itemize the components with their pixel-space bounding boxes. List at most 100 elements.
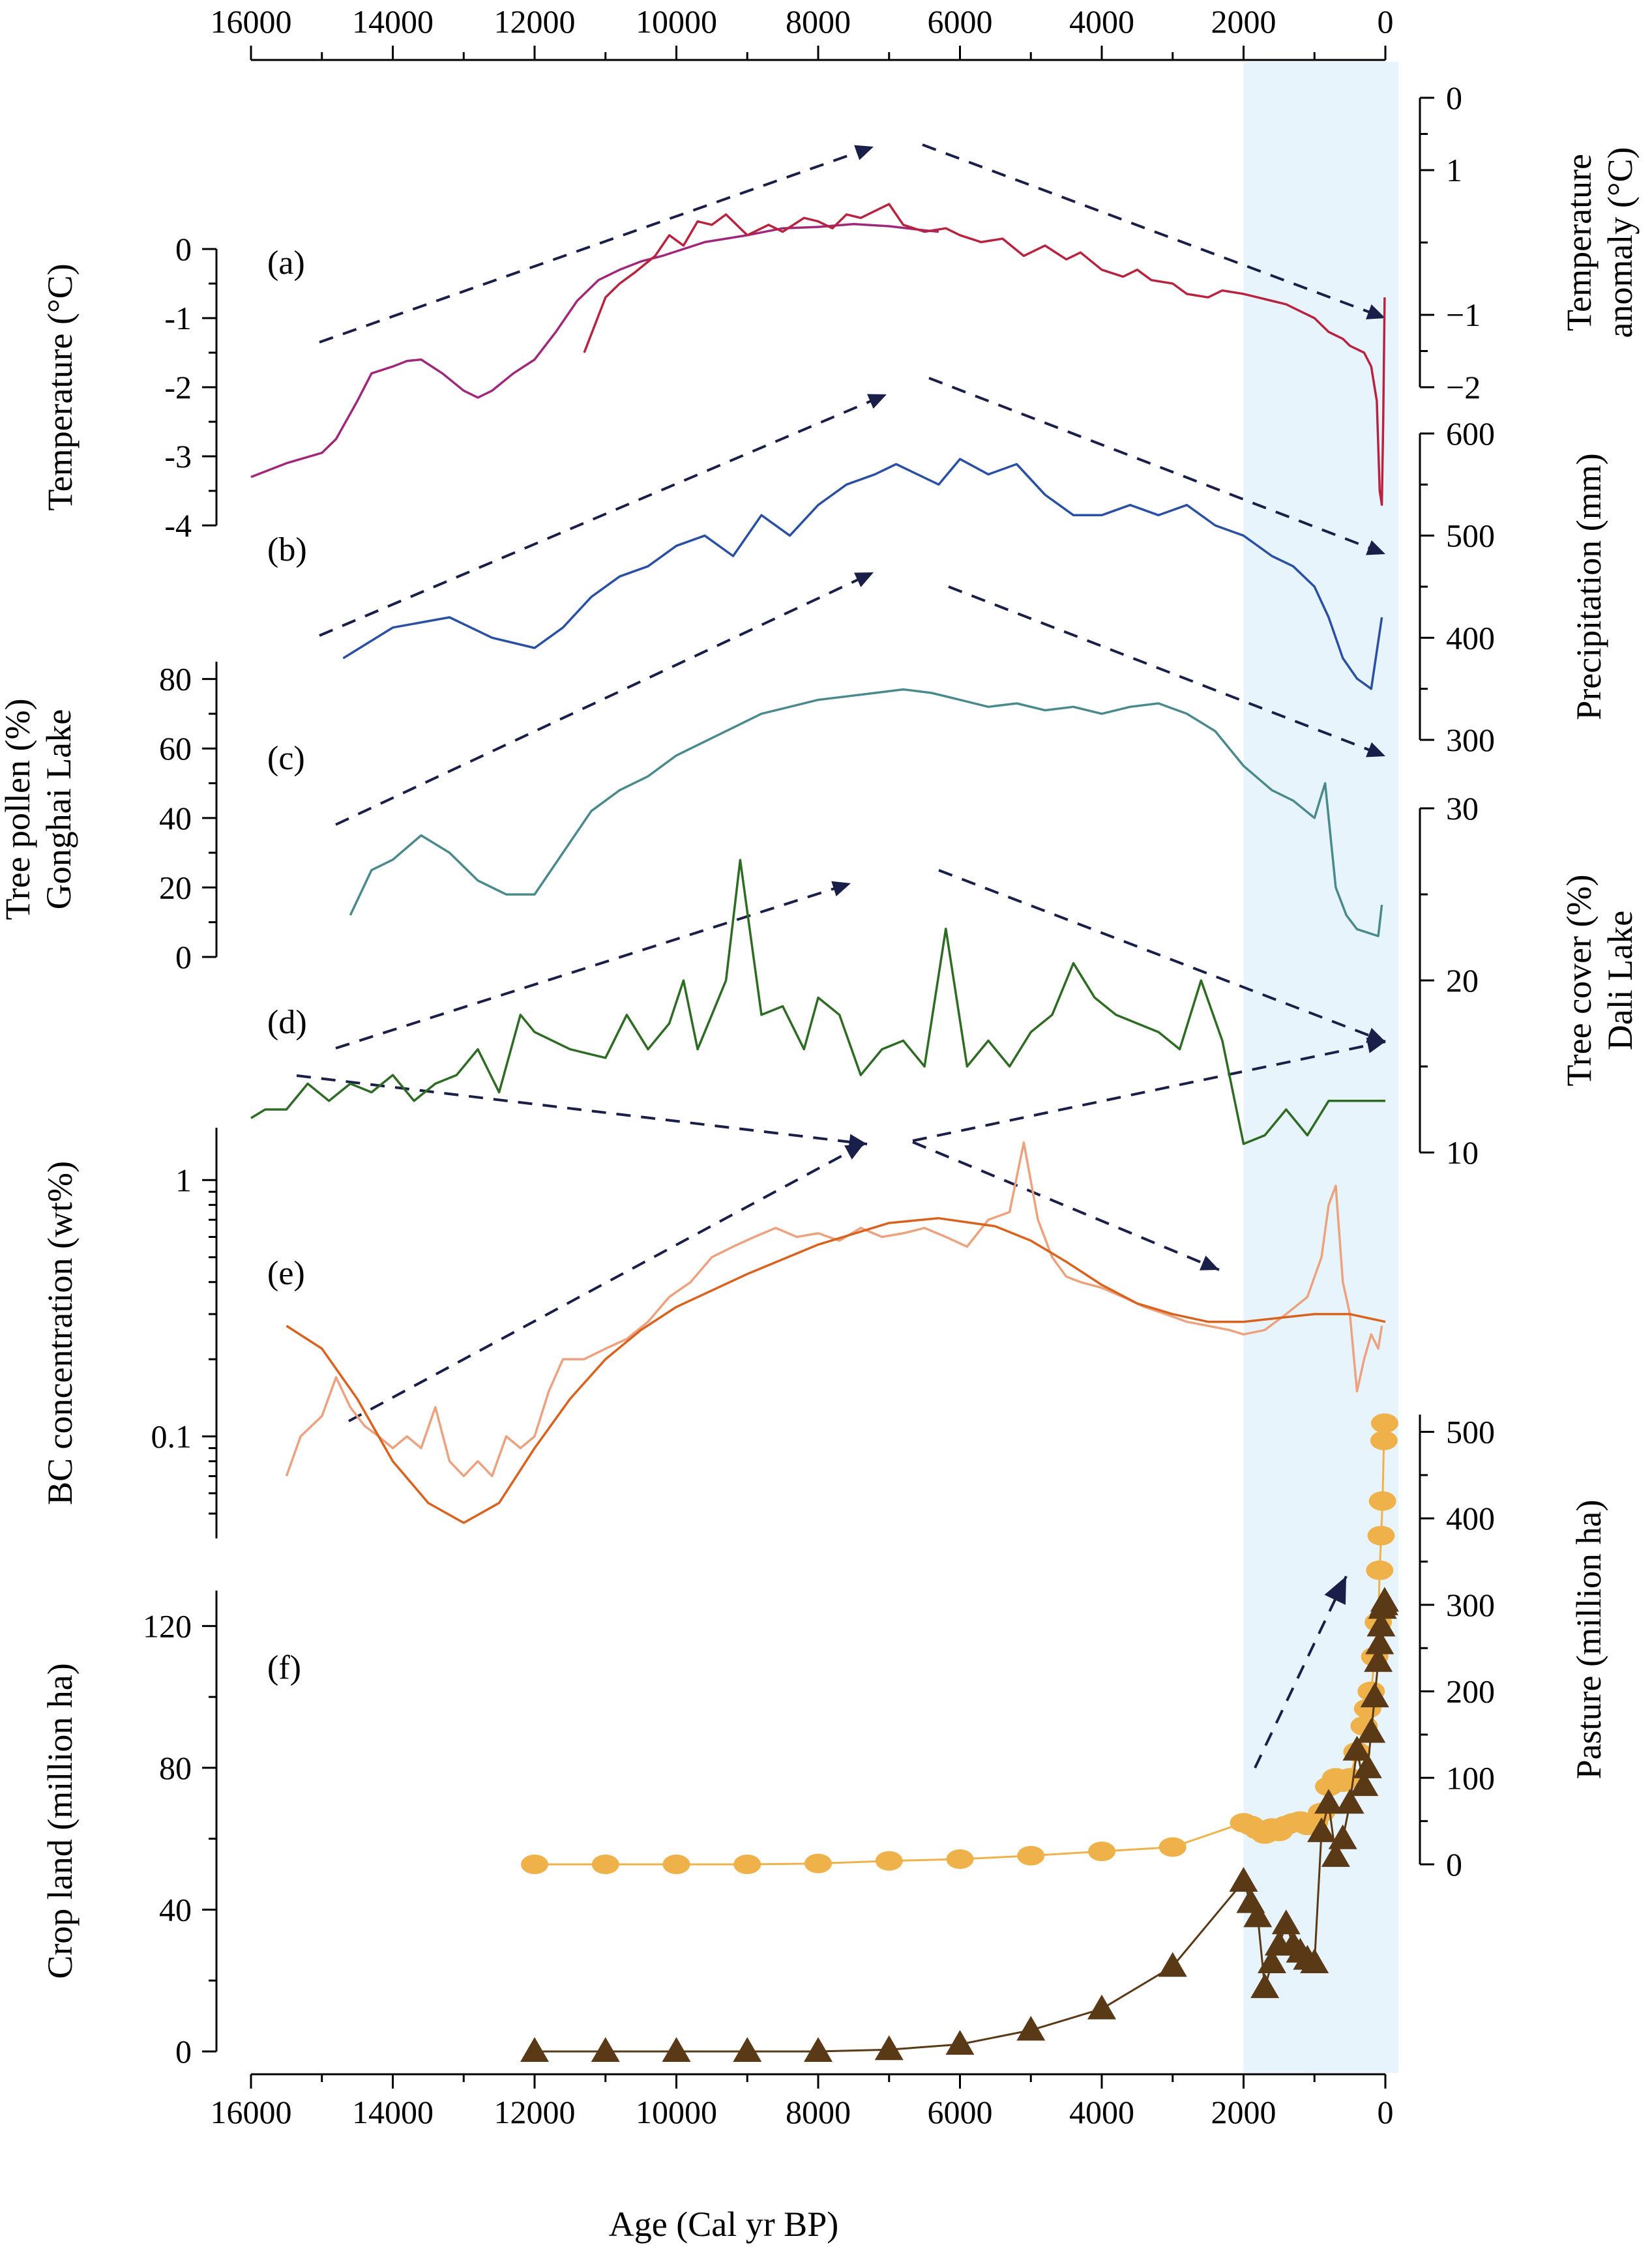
trend-arrowhead <box>844 1144 864 1160</box>
trend-line <box>335 882 851 1050</box>
panel-a-right-axis-title-line2: anomaly (°C) <box>1600 147 1640 338</box>
panel-e-left-tick-label: 0.1 <box>151 1418 192 1455</box>
pasture-point <box>1370 1430 1398 1450</box>
pasture-point <box>591 1855 619 1874</box>
panel-c-left-axis-title-line2: Gonghai Lake <box>39 709 78 909</box>
panel-c-left-axis-title-line1: Tree pollen (%) <box>0 699 37 920</box>
panel-f-left-tick-label: 0 <box>175 2033 192 2070</box>
panel-f-right-tick-label: 0 <box>1446 1846 1462 1883</box>
panel-b-series-0-line <box>342 458 1383 690</box>
top-x-tick-label: 12000 <box>494 3 576 40</box>
cropland-point <box>1087 1994 1116 2019</box>
panel-b-right-tick-label: 500 <box>1446 518 1495 554</box>
top-x-tick-label: 14000 <box>352 3 434 40</box>
trend-line <box>912 1141 1220 1271</box>
panel-b-right-axis-title: Precipitation (mm) <box>1569 453 1608 720</box>
trend-arrow <box>928 377 1386 555</box>
trend-line <box>928 377 1386 555</box>
panel-e-series-0-line <box>285 1141 1383 1478</box>
cropland-point <box>1158 1952 1187 1977</box>
top-x-tick-label: 16000 <box>211 3 292 40</box>
cropland-point <box>804 2037 833 2062</box>
panel-c-left-tick-label: 0 <box>175 939 192 975</box>
trend-arrowhead <box>854 145 874 160</box>
panel-f-right-tick-label: 300 <box>1446 1587 1495 1623</box>
panel-d-right-tick-label: 20 <box>1446 962 1479 999</box>
panel-c-left-tick-label: 40 <box>159 800 192 836</box>
panel-c-series-0-line <box>349 688 1383 937</box>
trend-line <box>296 1074 868 1145</box>
top-x-tick-label: 8000 <box>786 3 851 40</box>
cropland-point <box>945 2030 975 2055</box>
panel-b-right-tick-label: 300 <box>1446 722 1495 758</box>
panel-a-right-tick-label: 0 <box>1446 80 1462 116</box>
top-x-tick-label: 6000 <box>928 3 993 40</box>
panel-c-label: (c) <box>267 740 305 777</box>
trend-arrowhead <box>1366 304 1385 319</box>
cropland-point <box>1364 1647 1393 1672</box>
cropland-point <box>874 2035 904 2061</box>
cropland-point <box>1335 1789 1364 1814</box>
panel-f-left-tick-label: 120 <box>143 1608 192 1644</box>
panel-c-left-tick-label: 80 <box>159 661 192 698</box>
bottom-x-tick-label: 4000 <box>1069 2094 1134 2130</box>
cropland-point <box>1342 1735 1372 1761</box>
cropland-point <box>1258 1948 1286 1974</box>
panel-a-right-axis-title-line1: Temperature <box>1559 154 1599 331</box>
panel-b-right-tick-label: 600 <box>1446 415 1495 452</box>
panel-d-right-axis-title-line1: Tree cover (%) <box>1559 875 1599 1087</box>
trend-line <box>1254 1576 1348 1769</box>
bottom-x-tick-label: 0 <box>1378 2094 1394 2130</box>
pasture-point <box>521 1855 548 1874</box>
panel-a-left-tick-label: -4 <box>164 507 192 544</box>
cropland-point <box>1307 1817 1336 1842</box>
trend-arrowhead <box>1200 1256 1219 1270</box>
panel-e-label: (e) <box>267 1255 305 1292</box>
bottom-x-tick-label: 10000 <box>636 2094 717 2130</box>
cropland-point <box>591 2037 620 2062</box>
trend-arrow <box>335 881 851 1050</box>
bottom-x-tick-label: 8000 <box>786 2094 851 2130</box>
cropland-point <box>1370 1587 1399 1612</box>
panel-e-left-axis-title: BC concentration (wt%) <box>40 1161 80 1505</box>
pasture-point <box>1158 1837 1187 1857</box>
trend-arrow <box>319 393 887 637</box>
trend-arrowhead <box>1366 1037 1385 1053</box>
trend-line <box>912 1040 1386 1142</box>
pasture-point <box>1366 1560 1394 1580</box>
trend-arrow <box>922 143 1386 319</box>
panel-f-left-tick-label: 40 <box>159 1891 192 1928</box>
trend-arrow <box>948 585 1386 757</box>
panel-a-left-tick-label: -1 <box>164 300 192 336</box>
top-x-tick-label: 4000 <box>1069 3 1134 40</box>
pasture-point <box>662 1855 690 1874</box>
pasture-point <box>1017 1845 1045 1866</box>
cropland-point <box>662 2037 691 2062</box>
panel-c-left-tick-label: 60 <box>159 730 192 767</box>
trend-line <box>948 585 1386 757</box>
panel-d-right-axis-title-line2: Dali Lake <box>1600 911 1640 1050</box>
trend-arrowhead <box>831 881 851 897</box>
pasture-point <box>946 1849 974 1870</box>
panel-b-right-tick-label: 400 <box>1446 619 1495 656</box>
panel-a-left-tick-label: -2 <box>164 369 192 405</box>
trend-arrow <box>912 1037 1386 1142</box>
panel-d-right-tick-label: 30 <box>1446 790 1479 827</box>
pasture-point <box>875 1851 903 1871</box>
cropland-point <box>1365 1629 1394 1654</box>
panel-e-series-1-line <box>286 1217 1386 1524</box>
pasture-point <box>733 1855 761 1874</box>
top-x-tick-label: 0 <box>1378 3 1394 40</box>
cropland-point <box>1357 1718 1386 1743</box>
cropland-point <box>520 2037 549 2062</box>
panel-a-series-0-line <box>250 223 939 478</box>
panel-f-right-axis-title: Pasture (million ha) <box>1569 1500 1608 1780</box>
cropland-point <box>1350 1771 1379 1797</box>
panel-a-right-tick-label: 1 <box>1446 152 1462 188</box>
cropland-point <box>1328 1824 1357 1849</box>
panel-d-label: (d) <box>267 1004 307 1041</box>
trend-arrowhead <box>854 572 874 587</box>
cropland-point <box>1360 1682 1389 1708</box>
pasture-point <box>1367 1525 1395 1546</box>
